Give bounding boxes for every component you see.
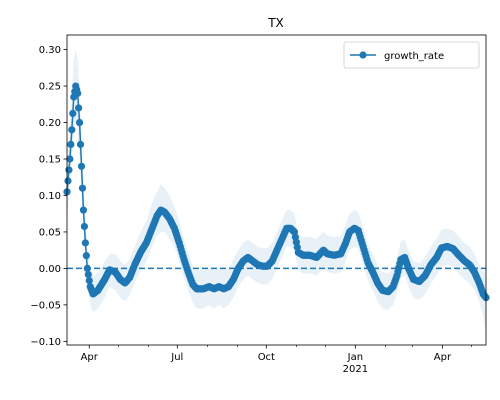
growth-rate-point (68, 126, 76, 134)
y-tick-label: 0.05 (39, 227, 61, 238)
x-tick-year-label: 2021 (343, 364, 368, 375)
growth-rate-point (64, 177, 72, 185)
growth-rate-point (75, 104, 83, 112)
growth-rate-point (81, 239, 89, 247)
y-tick-label: −0.05 (30, 300, 61, 311)
growth-rate-point (84, 270, 92, 279)
y-tick-label: 0.15 (39, 155, 61, 166)
growth-rate-point (65, 166, 73, 174)
growth-rate-point (75, 118, 84, 127)
growth-rate-point (77, 162, 86, 170)
chart-title: TX (267, 16, 284, 30)
y-axis: −0.10 −0.05 0.00 0.05 0.10 0.15 0.20 0.25 0.30 (30, 45, 67, 348)
y-tick-label: 0.25 (39, 82, 61, 93)
legend-marker-swatch (359, 51, 367, 59)
x-tick-label: Jul (170, 352, 183, 363)
y-tick-label: −0.10 (30, 337, 61, 348)
x-tick-label: Apr (434, 352, 452, 363)
y-tick-label: 0.30 (39, 45, 61, 56)
growth-rate-point (69, 109, 77, 118)
growth-rate-point (82, 252, 90, 260)
growth-rate-point (76, 140, 85, 149)
growth-rate-point (80, 222, 89, 231)
y-tick-label: 0.10 (39, 191, 61, 202)
growth-rate-point (78, 184, 87, 192)
legend: growth_rate (343, 41, 480, 69)
plot-frame (66, 34, 487, 346)
x-tick-label: Apr (81, 352, 99, 363)
y-tick-label: 0.20 (39, 118, 61, 129)
x-tick-label: Jan (347, 352, 363, 363)
legend-label: growth_rate (384, 51, 444, 62)
growth-rate-point (66, 155, 74, 163)
growth-rate-point (79, 206, 88, 214)
x-tick-label: Oct (258, 352, 275, 363)
series-marker-layer (63, 82, 490, 302)
growth-rate-point (67, 140, 75, 149)
growth-rate-point (74, 89, 82, 97)
legend-box (343, 41, 480, 69)
y-tick-label: 0.00 (39, 264, 61, 275)
growth-rate-point (83, 264, 91, 273)
growth-rate-point (85, 276, 93, 285)
